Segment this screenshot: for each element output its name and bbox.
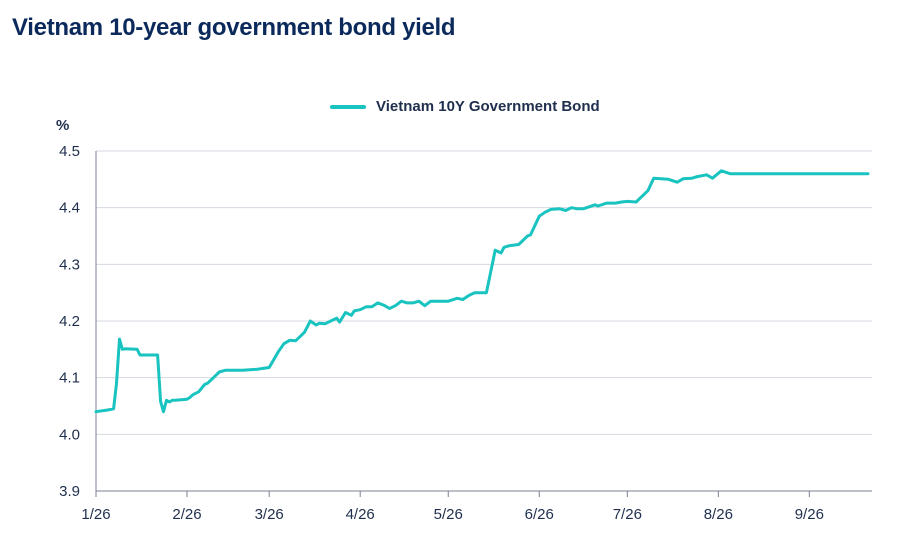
legend-swatch	[330, 104, 366, 109]
x-tick-label: 2/26	[172, 506, 201, 523]
legend-label: Vietnam 10Y Government Bond	[376, 98, 600, 115]
series-line	[94, 169, 870, 414]
x-tick-label: 4/26	[346, 506, 375, 523]
x-tick-label: 9/26	[795, 506, 824, 523]
grid-lines	[95, 150, 872, 492]
y-tick-label: 4.5	[59, 143, 80, 160]
y-tick-label: 4.3	[59, 256, 80, 273]
y-tick-label: 4.4	[59, 200, 80, 217]
series-group	[94, 169, 870, 414]
legend: Vietnam 10Y Government Bond	[330, 98, 600, 115]
x-tick-label: 6/26	[525, 506, 554, 523]
x-tick-label: 5/26	[434, 506, 463, 523]
x-tick-label: 3/26	[255, 506, 284, 523]
y-tick-label: 4.2	[59, 313, 80, 330]
y-tick-label: 4.1	[59, 370, 80, 387]
x-tick-label: 1/26	[81, 506, 110, 523]
y-axis-ticks: 3.9 4.0 4.1 4.2 4.3 4.4 4.5	[59, 143, 80, 500]
x-tick-label: 7/26	[613, 506, 642, 523]
y-axis-unit-label: %	[56, 117, 69, 134]
y-tick-label: 4.0	[59, 426, 80, 443]
x-tick-label: 8/26	[704, 506, 733, 523]
y-tick-label: 3.9	[59, 483, 80, 500]
chart-title: Vietnam 10-year government bond yield	[12, 14, 456, 41]
x-axis-ticks: 1/26 2/26 3/26 4/26 5/26 6/26 7/26 8/26 9/26	[81, 491, 824, 523]
